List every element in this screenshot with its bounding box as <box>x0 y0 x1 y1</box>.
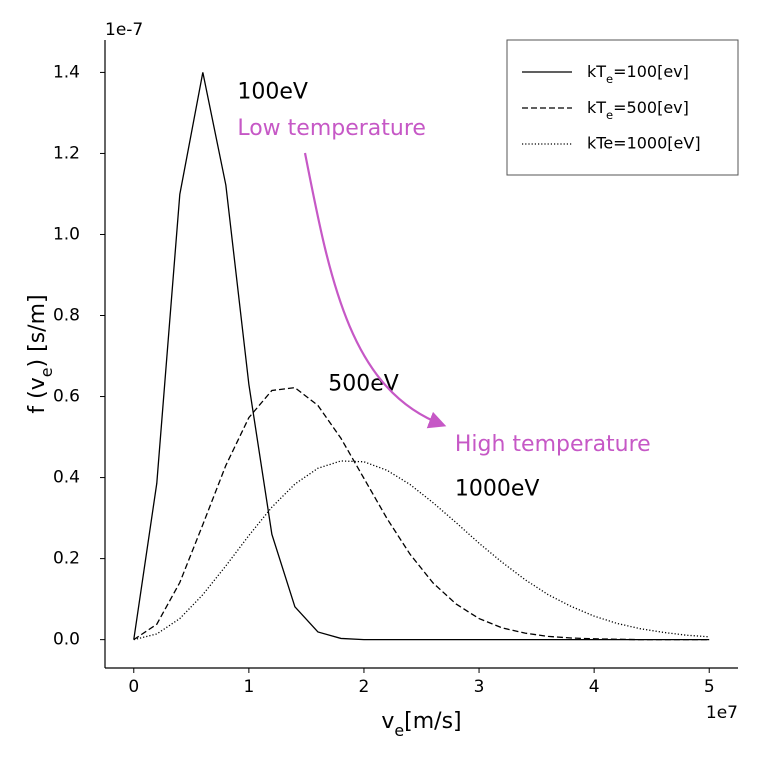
y-tick-label: 1.0 <box>53 224 80 244</box>
y-tick-label: 0.0 <box>53 630 80 650</box>
y-tick-label: 1.4 <box>53 62 80 82</box>
x-tick-label: 5 <box>704 677 715 697</box>
y-offset: 1e-7 <box>105 20 143 40</box>
x-tick-label: 2 <box>359 677 370 697</box>
legend-label-part: e <box>606 108 613 122</box>
y-axis-label: f (ve) [s/m] <box>25 294 56 413</box>
x-tick-label: 3 <box>474 677 485 697</box>
x-axis-label-part: e <box>394 721 404 740</box>
x-axis-label-part: [m/s] <box>404 709 461 734</box>
legend-box <box>506 39 739 176</box>
annotation-arrow <box>303 152 447 429</box>
annotation: Low temperature <box>237 116 426 141</box>
y-tick-label: 0.4 <box>53 468 80 488</box>
y-axis-label-part: ) [s/m] <box>25 294 50 367</box>
y-axis-label-part: e <box>37 367 56 377</box>
legend-label-part: e <box>606 72 613 86</box>
legend-label-part: kT <box>587 98 606 117</box>
series-line <box>133 460 710 641</box>
x-tick-label: 4 <box>589 677 600 697</box>
annotation: 100eV <box>237 80 308 105</box>
y-tick-label: 1.2 <box>53 143 80 163</box>
legend-label: kTe=500[ev] <box>587 98 689 122</box>
legend-label: kTe=100[ev] <box>587 62 689 86</box>
x-tick-label: 0 <box>128 677 139 697</box>
legend-label: kTe=1000[eV] <box>587 134 701 153</box>
x-axis-label: ve[m/s] <box>381 709 461 740</box>
annotation: 1000eV <box>455 477 540 502</box>
x-axis-label-part: v <box>381 709 394 734</box>
x-offset: 1e7 <box>706 703 738 723</box>
annotation: 500eV <box>328 371 399 396</box>
y-tick-label: 0.2 <box>53 549 80 569</box>
x-tick-label: 1 <box>243 677 254 697</box>
legend-label-part: kT <box>587 62 606 81</box>
y-tick-label: 0.6 <box>53 387 80 407</box>
y-axis-label-part: f (v <box>25 377 50 413</box>
legend-label-part: =500[ev] <box>613 98 689 117</box>
legend-label-part: =100[ev] <box>613 62 689 81</box>
annotation: High temperature <box>455 432 651 457</box>
y-tick-label: 0.8 <box>53 306 80 326</box>
series-line <box>133 386 710 641</box>
